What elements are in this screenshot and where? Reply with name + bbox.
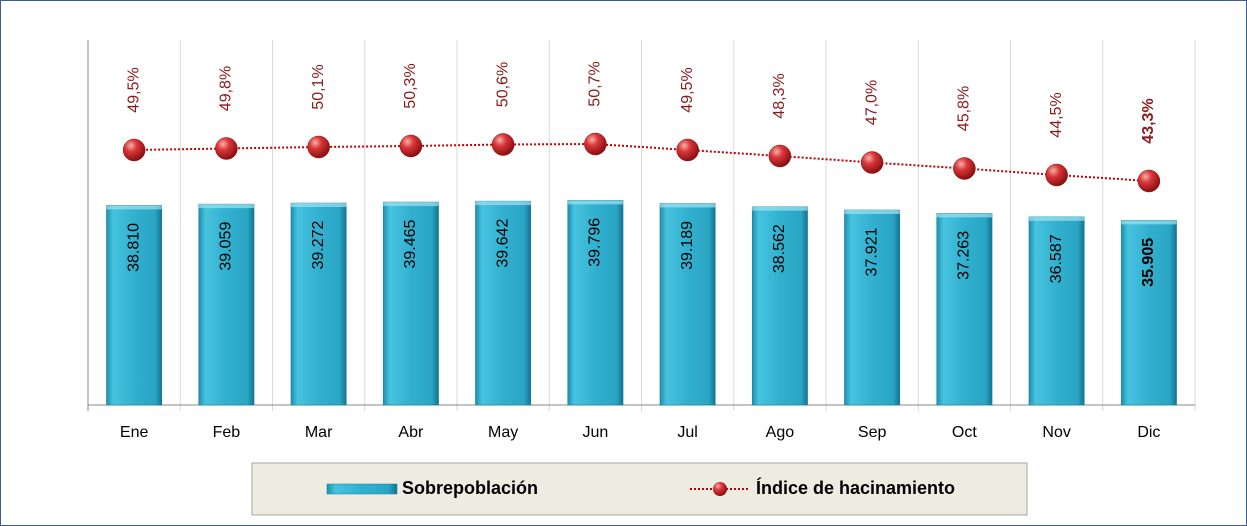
x-tick-label: Mar	[305, 424, 333, 441]
line-value-label: 44,5%	[1048, 92, 1065, 137]
line-value-label: 48,3%	[771, 73, 788, 118]
bar-value-label: 35.905	[1140, 238, 1157, 287]
line-value-label: 49,8%	[218, 66, 235, 111]
line-marker	[215, 137, 238, 160]
bar-value-label: 39.465	[402, 219, 419, 268]
bar-top	[198, 204, 255, 209]
x-tick-label: Sep	[858, 424, 887, 441]
line-value-label: 43,3%	[1140, 98, 1157, 143]
x-tick-label: Ene	[120, 424, 149, 441]
bar-value-label: 37.921	[863, 227, 880, 276]
bar-value-label: 39.642	[494, 219, 511, 268]
line-marker	[399, 134, 423, 158]
x-tick-label: Ago	[766, 424, 795, 441]
line-marker	[953, 157, 976, 180]
bar	[198, 203, 255, 406]
line-value-label: 50,1%	[310, 64, 327, 109]
line-value-label: 50,6%	[494, 62, 511, 107]
line-marker	[676, 138, 699, 162]
bar-top	[752, 206, 808, 211]
line-marker	[584, 132, 607, 156]
bar	[844, 209, 901, 406]
bar-value-label: 36.587	[1048, 234, 1065, 283]
x-tick-label: Dic	[1137, 424, 1160, 441]
line-marker	[122, 138, 146, 162]
bar	[751, 206, 808, 406]
bar-top	[290, 203, 347, 208]
legend-swatch	[326, 483, 398, 495]
bar	[106, 205, 163, 406]
line	[134, 142, 1149, 182]
bar-top	[475, 201, 531, 206]
bar-value-label: 39.796	[587, 218, 604, 267]
bar	[1028, 216, 1085, 406]
legend-marker	[713, 482, 727, 496]
line-marker	[307, 135, 330, 159]
bar	[1120, 220, 1177, 406]
bar-top	[844, 209, 900, 214]
bar-top	[383, 202, 439, 207]
bar-top	[1121, 220, 1177, 225]
bar-top	[567, 200, 624, 205]
line-value-label: 50,3%	[402, 63, 419, 108]
x-tick-label: Jun	[582, 424, 608, 441]
bar-value-label: 38.810	[125, 223, 142, 272]
line-value-label: 49,5%	[679, 67, 696, 112]
x-tick-label: May	[488, 424, 518, 441]
legend-label: Sobrepoblación	[402, 478, 538, 498]
x-tick-label: Nov	[1042, 424, 1070, 441]
x-tick-label: Oct	[952, 424, 977, 441]
line-value-label: 49,5%	[125, 67, 142, 112]
bar	[290, 202, 347, 406]
bar-top	[1028, 216, 1085, 221]
bar-value-label: 39.189	[679, 221, 696, 270]
x-tick-label: Jul	[677, 424, 697, 441]
bar-value-label: 37.263	[956, 231, 973, 280]
bar	[567, 200, 624, 406]
line-value-label: 45,8%	[956, 86, 973, 131]
bar-top	[936, 213, 993, 218]
line-value-label: 50,7%	[587, 61, 604, 106]
bar	[659, 203, 716, 406]
line-marker	[1045, 163, 1068, 187]
bar-top	[659, 203, 716, 208]
line-marker	[860, 151, 884, 174]
line-marker	[491, 133, 515, 156]
bar	[475, 200, 532, 406]
bar	[382, 201, 439, 406]
line-marker	[768, 144, 792, 168]
line-marker	[1137, 169, 1161, 193]
x-tick-label: Feb	[213, 424, 241, 441]
line-value-label: 47,0%	[863, 80, 880, 125]
bar-top	[106, 205, 162, 210]
bar-value-label: 39.272	[310, 220, 327, 269]
x-tick-label: Abr	[398, 424, 424, 441]
legend-label: Índice de hacinamiento	[756, 477, 955, 498]
bar-value-label: 38.562	[771, 224, 788, 273]
bar-value-label: 39.059	[218, 222, 235, 271]
bar	[936, 213, 993, 406]
